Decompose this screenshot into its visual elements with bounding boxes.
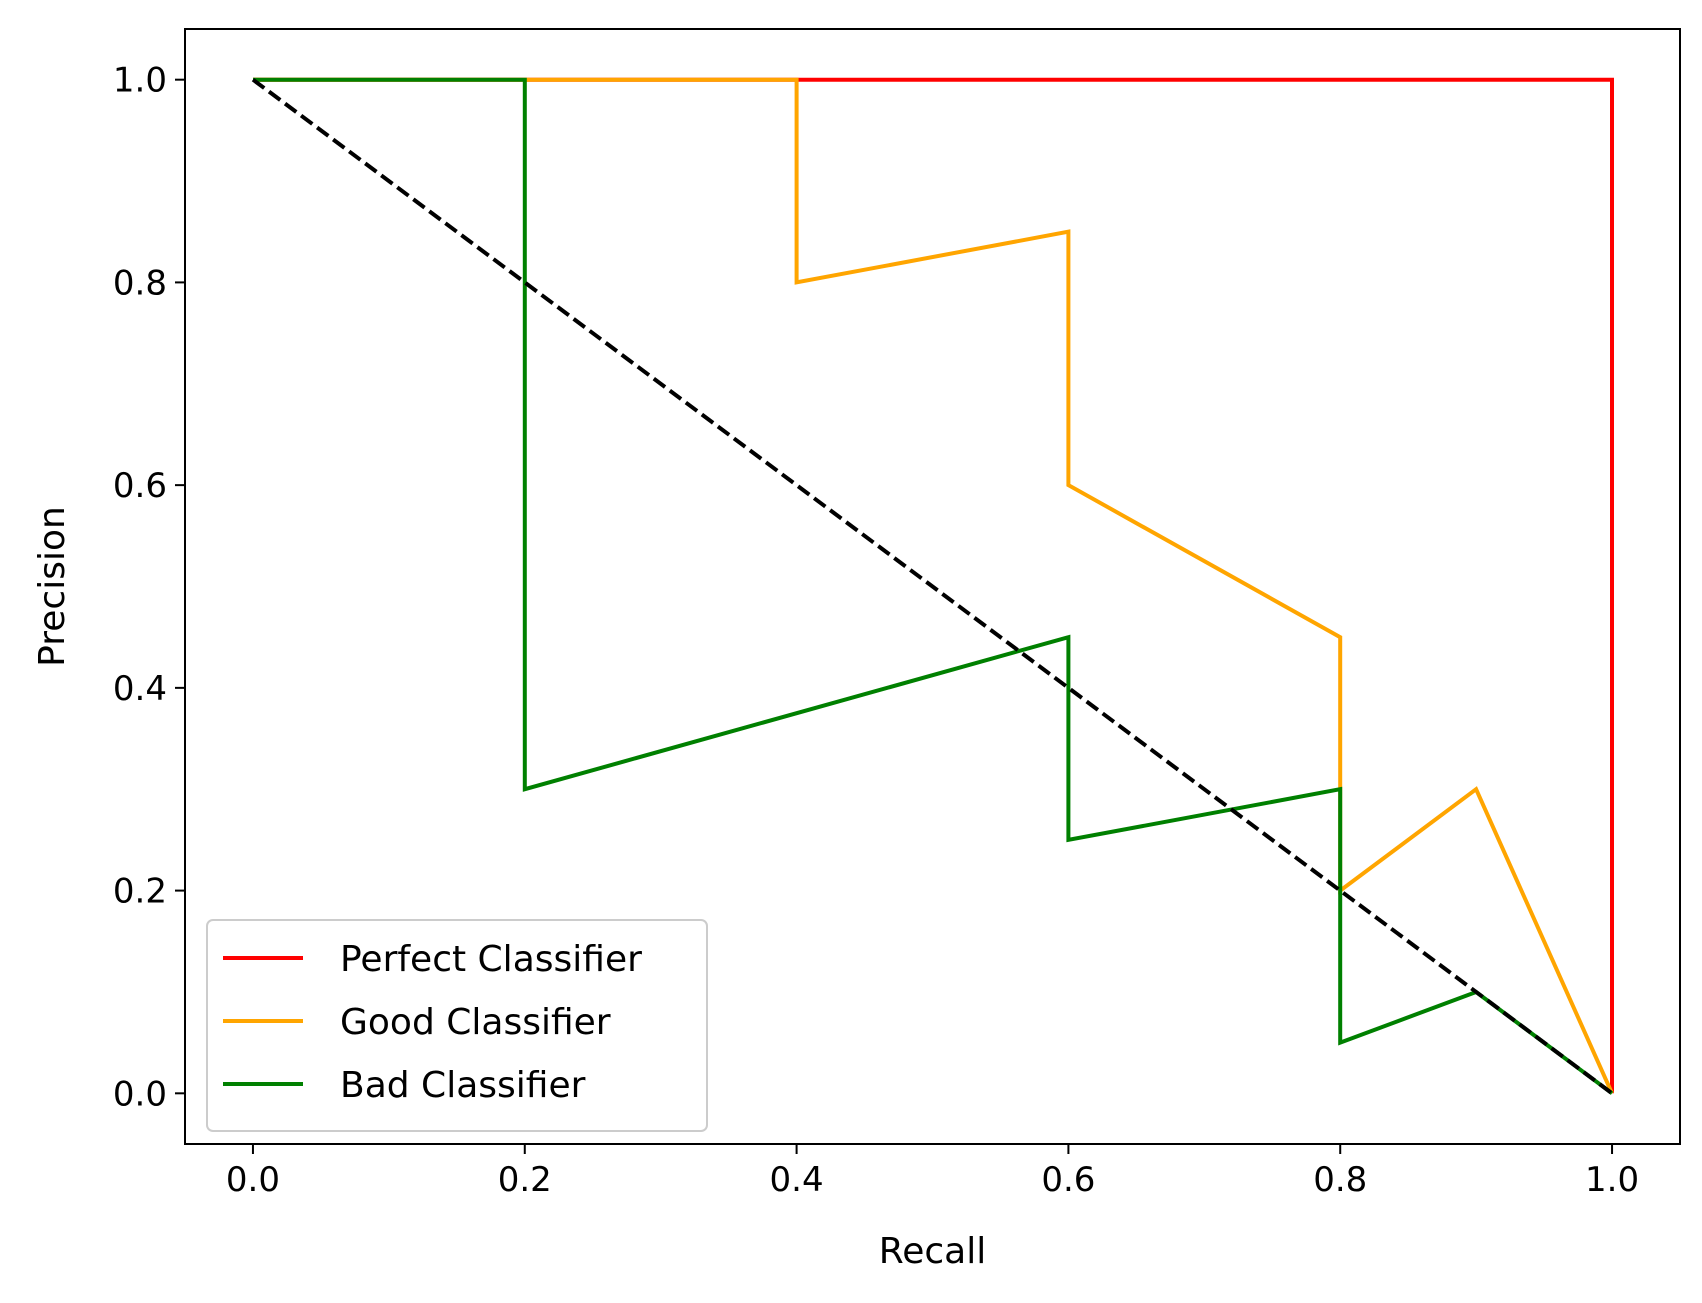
- series-line-good-classifier: [253, 77, 1614, 1095]
- legend: Perfect Classifier Good Classifier Bad Cla…: [206, 919, 708, 1132]
- x-tick-label: 0.8: [1313, 1160, 1367, 1200]
- plot-layer: [251, 77, 1614, 1095]
- series-line-dashed-reference: [251, 78, 1614, 1095]
- y-tick-label: 1.0: [113, 61, 167, 101]
- x-tick-label: 1.0: [1585, 1160, 1639, 1200]
- x-tick-label: 0.6: [1041, 1160, 1095, 1200]
- axes-layer: 0.0 0.2 0.4 0.6 0.8 1.0 0.0 0.2 0.4 0.6 0.8 1.0: [113, 28, 1681, 1200]
- x-tick-label: 0.2: [498, 1160, 552, 1200]
- legend-label: Good Classifier: [340, 1002, 611, 1043]
- x-tick-label: 0.4: [770, 1160, 824, 1200]
- y-tick-label: 0.4: [113, 669, 167, 709]
- y-tick-label: 0.2: [113, 872, 167, 912]
- x-axis-label: Recall: [879, 1231, 986, 1272]
- y-axis-label: Precision: [32, 506, 73, 667]
- y-tick-label: 0.0: [113, 1074, 167, 1114]
- axes-frame: [184, 28, 1681, 1145]
- series-line-bad-classifier: [253, 77, 1614, 1095]
- y-tick-label: 0.8: [113, 263, 167, 303]
- legend-label: Bad Classifier: [340, 1065, 586, 1106]
- x-tick-label: 0.0: [226, 1160, 280, 1200]
- legend-label: Perfect Classifier: [340, 939, 642, 980]
- y-tick-label: 0.6: [113, 466, 167, 506]
- legend-box: [206, 919, 708, 1132]
